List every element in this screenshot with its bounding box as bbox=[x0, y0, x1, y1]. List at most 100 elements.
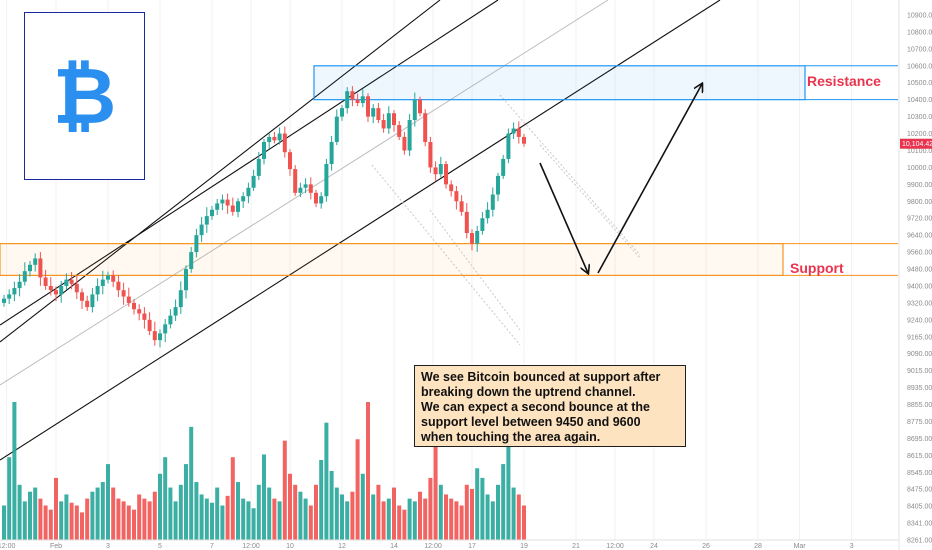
candle-body bbox=[288, 152, 292, 170]
volume-bar bbox=[95, 487, 100, 540]
x-tick-label: 5 bbox=[158, 543, 162, 550]
y-tick-label: 8775.00 bbox=[907, 419, 932, 426]
candle-body bbox=[54, 290, 58, 295]
candle-body bbox=[246, 187, 251, 197]
y-tick-label: 9400.00 bbox=[907, 283, 932, 290]
y-tick-label: 9320.00 bbox=[907, 300, 932, 307]
channel-line bbox=[0, 0, 609, 386]
candle-body bbox=[329, 142, 334, 165]
volume-bar bbox=[412, 501, 417, 540]
volume-bar bbox=[12, 402, 17, 540]
channel-line bbox=[0, 0, 499, 326]
bitcoin-icon: ₿ bbox=[52, 51, 117, 142]
up-arrow bbox=[597, 84, 702, 274]
volume-bar bbox=[7, 457, 12, 540]
volume-bar bbox=[314, 484, 318, 540]
volume-bar bbox=[220, 505, 225, 540]
candle-body bbox=[48, 285, 53, 291]
candle-body bbox=[433, 167, 438, 175]
candle-body bbox=[215, 203, 220, 210]
candle-body bbox=[22, 271, 27, 282]
y-tick-label: 10400.00 bbox=[907, 97, 932, 104]
candle-body bbox=[516, 128, 521, 137]
y-tick-label: 9560.00 bbox=[907, 250, 932, 257]
volume-bar bbox=[28, 491, 32, 540]
candle-body bbox=[28, 264, 32, 272]
y-tick-label: 9165.00 bbox=[907, 334, 932, 341]
y-tick-label: 10900.00 bbox=[907, 13, 932, 20]
volume-bar bbox=[230, 457, 235, 540]
candle-body bbox=[33, 258, 38, 265]
candle-body bbox=[38, 258, 43, 278]
candle-body bbox=[12, 288, 17, 295]
candle-body bbox=[459, 201, 464, 212]
volume-bar bbox=[106, 464, 110, 540]
volume-bar bbox=[386, 498, 391, 540]
candle-body bbox=[402, 136, 407, 151]
volume-bar bbox=[319, 459, 324, 540]
candle-body bbox=[147, 319, 152, 332]
candle-body bbox=[371, 108, 376, 117]
candle-body bbox=[376, 108, 381, 120]
volume-bar bbox=[371, 494, 376, 540]
candle-body bbox=[111, 275, 116, 282]
candle-body bbox=[511, 128, 516, 134]
candle-body bbox=[64, 279, 69, 286]
candle-body bbox=[366, 96, 370, 117]
candle-body bbox=[230, 205, 235, 212]
volume-bar bbox=[48, 509, 53, 540]
volume-bar bbox=[111, 487, 116, 540]
y-tick-label: 10200.00 bbox=[907, 131, 932, 138]
volume-bar bbox=[511, 487, 516, 540]
volume-bar bbox=[475, 468, 480, 540]
x-tick-label: 12:00 bbox=[242, 543, 260, 550]
volume-bar bbox=[334, 487, 339, 540]
volume-bar bbox=[204, 498, 209, 540]
volume-bar bbox=[464, 484, 469, 540]
volume-bar bbox=[17, 484, 22, 540]
channel-line bbox=[0, 0, 721, 461]
support-label: Support bbox=[790, 260, 844, 276]
volume-bar bbox=[236, 482, 240, 540]
y-tick-label: 10300.00 bbox=[907, 114, 932, 121]
candle-body bbox=[464, 211, 469, 234]
y-tick-label: 8475.00 bbox=[907, 487, 932, 494]
candle-body bbox=[173, 307, 178, 316]
candles bbox=[2, 86, 526, 348]
annotation-box: We see Bitcoin bounced at support after … bbox=[414, 365, 686, 447]
candle-body bbox=[475, 230, 480, 244]
volume-bar bbox=[22, 501, 27, 540]
volume-bar bbox=[355, 439, 360, 540]
y-tick-label: 8545.00 bbox=[907, 470, 932, 477]
candle-body bbox=[137, 309, 142, 314]
candle-body bbox=[428, 142, 433, 168]
time-axis: 12:00 Feb 3 5 7 12:00 10 12 14 12:00 17 19 21 12:00 24… bbox=[0, 539, 898, 550]
candle-body bbox=[2, 298, 6, 303]
candle-body bbox=[184, 269, 188, 291]
candle-body bbox=[189, 252, 194, 270]
candle-body bbox=[381, 120, 386, 129]
volume-bar bbox=[225, 495, 230, 540]
volume-bar bbox=[350, 491, 355, 540]
volume-bar bbox=[360, 473, 365, 540]
volume-bar bbox=[69, 502, 74, 540]
candle-body bbox=[334, 116, 339, 143]
volume-bar bbox=[293, 484, 298, 540]
volume-bar bbox=[303, 498, 308, 540]
volume-bar bbox=[454, 501, 459, 540]
candle-body bbox=[282, 133, 287, 153]
volume-bar bbox=[282, 440, 287, 540]
y-tick-label: 10100.00 bbox=[907, 148, 932, 155]
candle-body bbox=[418, 99, 422, 114]
candle-body bbox=[59, 285, 64, 295]
candle-body bbox=[69, 279, 74, 284]
volume-bar bbox=[288, 473, 292, 540]
volume-bar bbox=[449, 498, 454, 540]
volume-bar bbox=[277, 501, 282, 540]
y-tick-label: 9640.00 bbox=[907, 233, 932, 240]
uptrend-channel bbox=[0, 0, 721, 461]
y-tick-label: 10700.00 bbox=[907, 46, 932, 53]
candle-body bbox=[355, 99, 360, 104]
candle-body bbox=[100, 279, 105, 286]
